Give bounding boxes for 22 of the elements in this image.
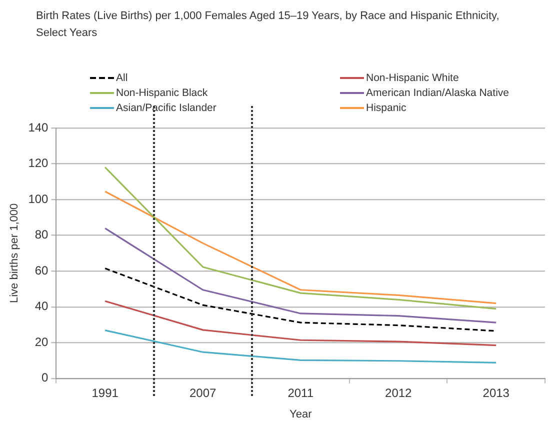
y-tick-label: 140 [28, 120, 49, 134]
y-tick-label: 120 [28, 156, 49, 170]
x-tick-label: 2012 [385, 386, 412, 400]
y-tick-label: 40 [34, 299, 49, 314]
x-tick-label: 1991 [92, 386, 119, 400]
chart-title: Birth Rates (Live Births) per 1,000 Females Aged 15–19 Years, by Race and Hispanic Ethnicity, Select Years [36, 9, 500, 41]
legend-label: Asian/Pacific Islander [116, 102, 216, 114]
x-tick-label: 2007 [190, 386, 217, 400]
legend-label: American Indian/Alaska Native [366, 86, 509, 98]
y-tick-label: 60 [34, 263, 49, 278]
legend-label: All [116, 72, 128, 84]
legend-label: Non-Hispanic White [366, 72, 459, 84]
x-axis-title: Year [289, 408, 312, 420]
x-tick-label: 2011 [288, 386, 314, 400]
y-tick-label: 100 [28, 192, 49, 206]
legend-label: Hispanic [366, 102, 406, 114]
y-axis-title: Live births per 1,000 [8, 203, 21, 304]
y-tick-label: 80 [34, 228, 49, 242]
legend-label: Non-Hispanic Black [116, 86, 208, 98]
x-tick-label: 2013 [482, 386, 510, 400]
y-tick-label: 0 [42, 370, 49, 385]
y-tick-label: 20 [34, 334, 49, 349]
